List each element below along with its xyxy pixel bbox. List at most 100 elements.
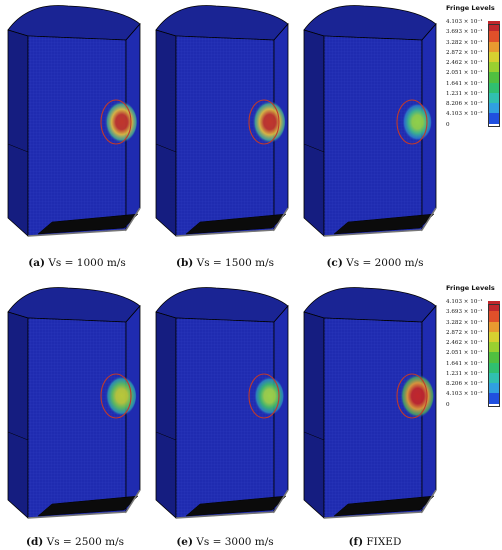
- front-wall-mesh: [176, 318, 274, 518]
- legend-level-label: 4.103 × 10⁻²: [446, 391, 483, 398]
- base-opening: [37, 495, 139, 517]
- legend-level: 2.872 × 10⁻¹: [446, 50, 502, 62]
- panel-b: [148, 0, 298, 248]
- legend-level-label: 0: [446, 401, 450, 408]
- legend-swatch: [488, 321, 500, 332]
- legend-level: 3.693 × 10⁻¹: [446, 29, 502, 42]
- floor-line: [155, 431, 177, 441]
- front-wall-mesh: [324, 318, 422, 518]
- impact-circle: [396, 373, 428, 419]
- legend-level: 3.693 × 10⁻¹: [446, 309, 502, 322]
- base-opening: [185, 495, 287, 517]
- legend-level-label: 0: [446, 121, 450, 128]
- caption-text: Vs = 1000 m/s: [48, 257, 126, 269]
- legend-level: 4.103 × 10⁻²: [446, 111, 502, 124]
- structure-model-c: [303, 5, 437, 237]
- panel-d: [0, 278, 150, 530]
- caption-a: (a) Vs = 1000 m/s: [2, 257, 152, 269]
- structure-model-d: [7, 287, 141, 519]
- caption-letter: (f): [348, 536, 364, 548]
- legend-swatch: [488, 113, 500, 124]
- legend-level: 2.462 × 10⁻¹: [446, 60, 502, 73]
- legend-swatch: [488, 31, 500, 42]
- legend-level-label: 3.693 × 10⁻¹: [446, 29, 483, 36]
- base-edge: [175, 207, 289, 237]
- base-edge: [27, 207, 141, 237]
- base-edge: [175, 489, 289, 519]
- legend-level-label: 2.462 × 10⁻¹: [446, 60, 483, 66]
- legend-level: 1.641 × 10⁻¹: [446, 81, 502, 93]
- structure-model-e: [155, 287, 289, 519]
- legend-level-label: 1.641 × 10⁻¹: [446, 360, 483, 367]
- legend-swatch: [488, 393, 500, 404]
- legend-level-label: 1.231 × 10⁻¹: [446, 370, 483, 377]
- legend-level: 1.231 × 10⁻¹: [446, 91, 502, 103]
- legend-swatch: [488, 82, 500, 93]
- roof: [155, 5, 289, 41]
- legend-swatch: [488, 352, 500, 363]
- legend-level: 0: [446, 122, 502, 132]
- caption-text: Vs = 2000 m/s: [346, 257, 424, 269]
- side-wall: [155, 311, 177, 519]
- floor-line: [155, 143, 177, 153]
- caption-letter: (e): [176, 536, 193, 548]
- front-wall-mesh: [28, 36, 126, 236]
- caption-text: Vs = 3000 m/s: [196, 536, 274, 548]
- legend-level: 4.103 × 10⁻¹: [446, 19, 502, 32]
- legend-swatch: [488, 362, 500, 373]
- legend-title: Fringe Levels: [446, 284, 495, 292]
- legend-level-label: 4.103 × 10⁻¹: [446, 299, 483, 305]
- legend-swatch: [488, 92, 500, 103]
- legend-swatch: [488, 301, 500, 312]
- caption-b: (b) Vs = 1500 m/s: [150, 257, 300, 269]
- stress-hotspot: [400, 102, 432, 142]
- legend-level-label: 2.872 × 10⁻¹: [446, 329, 483, 336]
- legend-level: 2.051 × 10⁻¹: [446, 70, 502, 83]
- legend-swatch: [488, 51, 500, 62]
- base-edge: [323, 489, 437, 519]
- legend-level-label: 2.051 × 10⁻¹: [446, 350, 483, 357]
- floor-line: [7, 431, 29, 441]
- legend-level-label: 8.206 × 10⁻²: [446, 381, 483, 387]
- side-wall: [303, 311, 325, 519]
- legend-level: 0: [446, 402, 502, 412]
- caption-f: (f) FIXED: [300, 536, 450, 548]
- fringe-legend-bottom: Fringe Levels 4.103 × 10⁻¹ 3.693 × 10⁻¹ 3.…: [446, 284, 502, 424]
- legend-level: 3.282 × 10⁻¹: [446, 39, 502, 52]
- structure-model-a: [7, 5, 141, 237]
- legend-level-label: 2.462 × 10⁻¹: [446, 340, 483, 346]
- roof: [303, 287, 437, 323]
- legend-swatch: [488, 72, 500, 83]
- side-wall: [7, 29, 29, 237]
- base-opening: [37, 213, 139, 235]
- legend-swatch: [488, 62, 500, 73]
- base-opening: [333, 213, 435, 235]
- legend-level-label: 3.282 × 10⁻¹: [446, 39, 483, 46]
- legend-level-label: 4.103 × 10⁻¹: [446, 19, 483, 25]
- caption-text: FIXED: [366, 536, 402, 548]
- caption-text: Vs = 2500 m/s: [46, 536, 124, 548]
- legend-level-label: 4.103 × 10⁻²: [446, 111, 483, 118]
- legend-level: 3.282 × 10⁻¹: [446, 319, 502, 332]
- caption-c: (c) Vs = 2000 m/s: [300, 257, 450, 269]
- legend-level: 1.231 × 10⁻¹: [446, 370, 502, 383]
- legend-level-label: 8.206 × 10⁻²: [446, 101, 483, 107]
- impact-circle: [248, 99, 280, 145]
- base-opening: [185, 213, 287, 235]
- stress-hotspot: [250, 100, 286, 144]
- base-edge: [27, 489, 141, 519]
- front-wall-mesh: [176, 36, 274, 236]
- caption-d: (d) Vs = 2500 m/s: [0, 536, 150, 548]
- legend-level-label: 3.282 × 10⁻¹: [446, 319, 483, 326]
- legend-level-label: 3.693 × 10⁻¹: [446, 309, 483, 316]
- caption-letter: (c): [326, 257, 343, 269]
- legend-level: 8.206 × 10⁻²: [446, 101, 502, 114]
- side-wall: [7, 311, 29, 519]
- legend-level: 2.872 × 10⁻¹: [446, 329, 502, 342]
- floor-line: [303, 431, 325, 441]
- stress-hotspot: [103, 100, 137, 144]
- legend-swatch: [488, 331, 500, 342]
- panel-f: [296, 278, 446, 530]
- impact-circle: [248, 373, 280, 419]
